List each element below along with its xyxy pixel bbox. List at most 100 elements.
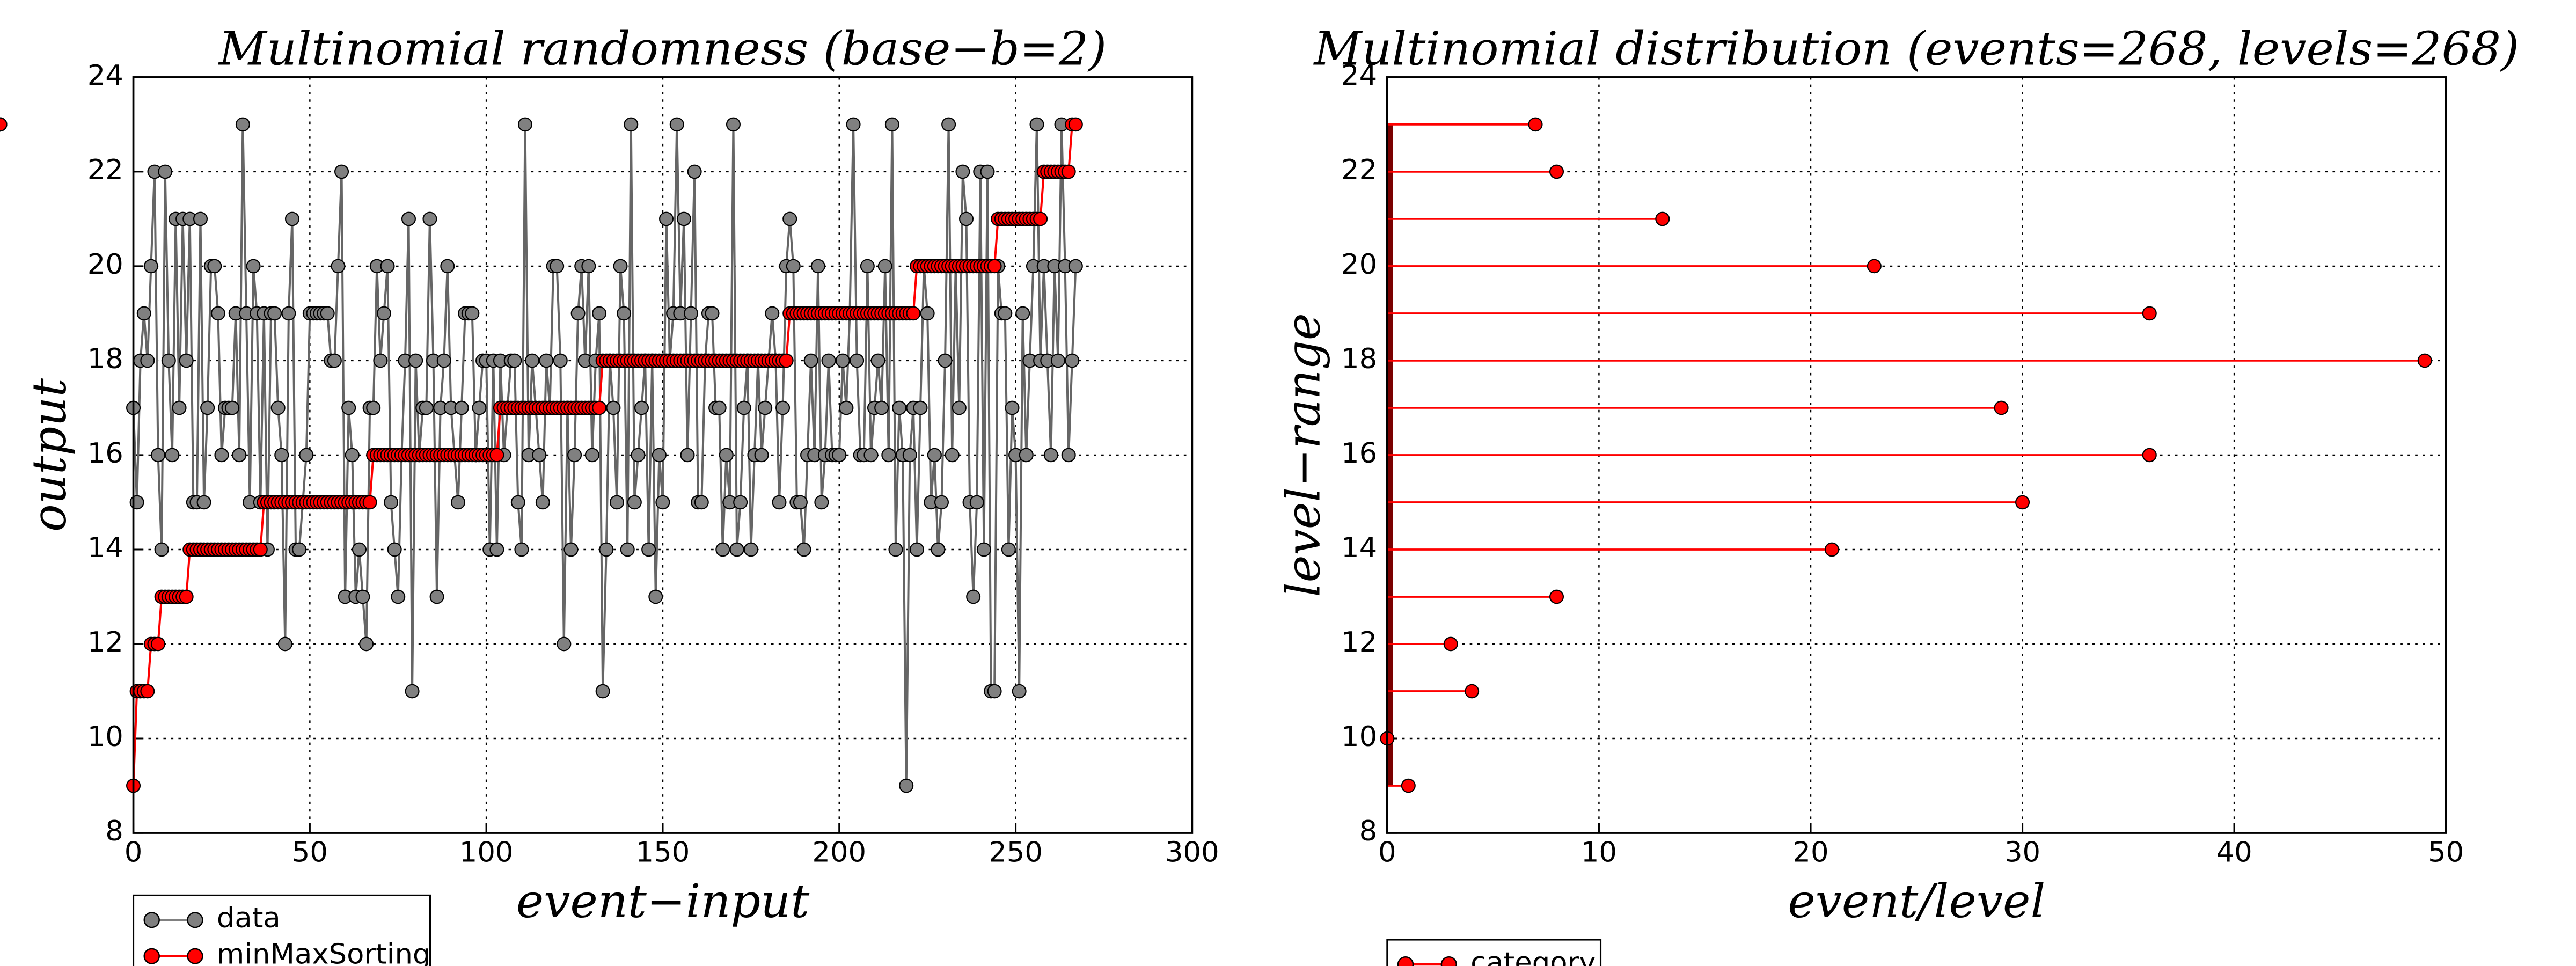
data-point bbox=[451, 495, 466, 510]
series-line bbox=[132, 124, 1077, 786]
data-point bbox=[345, 448, 360, 463]
data-point bbox=[136, 306, 151, 321]
data-point bbox=[624, 117, 639, 132]
legend-box bbox=[1386, 939, 1602, 966]
data-point bbox=[334, 164, 349, 179]
data-point bbox=[366, 400, 381, 415]
data-point bbox=[733, 495, 748, 510]
legend-marker bbox=[143, 948, 160, 964]
data-point bbox=[821, 353, 836, 368]
data-point bbox=[373, 353, 388, 368]
stem-marker bbox=[1549, 589, 1564, 604]
data-point bbox=[877, 259, 892, 274]
data-point bbox=[472, 400, 487, 415]
stem-marker bbox=[2142, 448, 2157, 463]
data-point bbox=[525, 353, 540, 368]
data-point bbox=[510, 495, 525, 510]
data-point bbox=[599, 542, 614, 557]
data-point bbox=[595, 684, 610, 699]
data-point bbox=[705, 306, 720, 321]
data-point bbox=[641, 542, 656, 557]
stem-marker bbox=[1465, 684, 1480, 699]
data-point bbox=[613, 259, 628, 274]
data-point bbox=[832, 448, 847, 463]
y-tick-label: 10 bbox=[87, 720, 123, 753]
data-point bbox=[1033, 211, 1048, 226]
data-point bbox=[1043, 448, 1058, 463]
data-point bbox=[1068, 259, 1083, 274]
data-point bbox=[419, 400, 434, 415]
y-tick-label: 24 bbox=[1341, 59, 1377, 92]
data-point bbox=[620, 542, 635, 557]
x-tick-label: 30 bbox=[2004, 836, 2040, 869]
data-point bbox=[140, 353, 155, 368]
y-tick-label: 12 bbox=[1341, 626, 1377, 658]
data-point bbox=[507, 353, 522, 368]
data-point bbox=[489, 542, 504, 557]
data-point bbox=[648, 589, 663, 604]
data-point bbox=[376, 306, 391, 321]
data-point bbox=[676, 211, 691, 226]
data-point bbox=[232, 448, 247, 463]
x-tick-label: 0 bbox=[1378, 836, 1396, 869]
data-point bbox=[193, 211, 208, 226]
data-point bbox=[729, 542, 744, 557]
data-point bbox=[440, 259, 455, 274]
data-point bbox=[712, 400, 727, 415]
data-point bbox=[913, 400, 928, 415]
data-point bbox=[980, 164, 995, 179]
data-point bbox=[179, 589, 194, 604]
y-tick-label: 18 bbox=[1341, 342, 1377, 375]
data-point bbox=[987, 684, 1002, 699]
data-point bbox=[726, 117, 741, 132]
y-axis-label: level−range bbox=[1277, 313, 1331, 597]
data-point bbox=[775, 400, 791, 415]
data-point bbox=[892, 400, 907, 415]
data-point bbox=[609, 495, 624, 510]
x-tick-label: 150 bbox=[636, 836, 690, 869]
plot-frame bbox=[132, 76, 1194, 834]
data-point bbox=[539, 353, 554, 368]
data-point bbox=[274, 448, 289, 463]
data-point bbox=[860, 259, 875, 274]
data-point bbox=[715, 542, 730, 557]
data-point bbox=[581, 259, 596, 274]
data-point bbox=[299, 448, 314, 463]
data-point bbox=[362, 495, 377, 510]
data-point bbox=[814, 495, 829, 510]
legend-marker bbox=[1440, 956, 1458, 966]
data-point bbox=[952, 400, 967, 415]
data-point bbox=[888, 542, 903, 557]
data-point bbox=[165, 448, 180, 463]
stem-marker bbox=[1401, 778, 1416, 793]
data-point bbox=[839, 400, 854, 415]
x-tick-label: 10 bbox=[1581, 836, 1617, 869]
stem-marker bbox=[2417, 353, 2432, 368]
y-tick-label: 16 bbox=[1341, 437, 1377, 470]
legend-marker bbox=[187, 912, 203, 928]
data-point bbox=[214, 448, 229, 463]
legend-label: category bbox=[1470, 946, 1596, 966]
data-point bbox=[550, 259, 565, 274]
data-point bbox=[292, 542, 307, 557]
y-tick-label: 24 bbox=[87, 59, 123, 92]
data-point bbox=[736, 400, 751, 415]
data-point bbox=[196, 495, 211, 510]
y-tick-label: 16 bbox=[87, 437, 123, 470]
x-tick-label: 0 bbox=[125, 836, 143, 869]
data-point bbox=[151, 448, 166, 463]
data-point bbox=[355, 589, 370, 604]
legend-box bbox=[132, 894, 431, 966]
data-point bbox=[210, 306, 225, 321]
data-point bbox=[387, 542, 402, 557]
data-point bbox=[454, 400, 469, 415]
data-point bbox=[754, 448, 769, 463]
stem-marker bbox=[1824, 542, 1839, 557]
data-point bbox=[931, 542, 946, 557]
x-tick-label: 50 bbox=[292, 836, 328, 869]
data-point bbox=[352, 542, 367, 557]
data-point bbox=[489, 448, 504, 463]
data-point bbox=[846, 117, 861, 132]
data-point bbox=[906, 306, 921, 321]
